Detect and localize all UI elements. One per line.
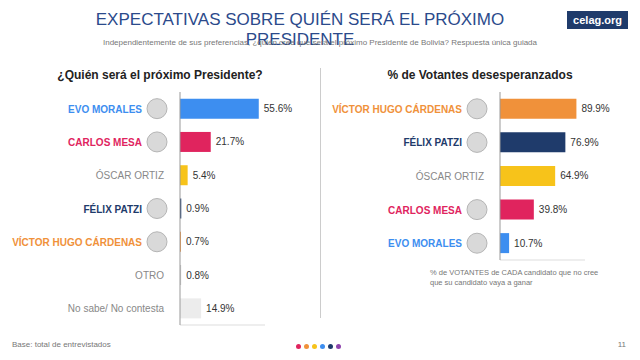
svg-text:76.9%: 76.9%: [570, 137, 598, 148]
svg-text:VÍCTOR HUGO CÁRDENAS: VÍCTOR HUGO CÁRDENAS: [332, 103, 462, 115]
svg-text:CARLOS MESA: CARLOS MESA: [388, 205, 462, 216]
svg-text:14.9%: 14.9%: [206, 303, 234, 314]
html-text:celag.org: celag.org: [573, 14, 622, 26]
svg-text:64.9%: 64.9%: [560, 170, 588, 181]
svg-text:No sabe/ No contesta: No sabe/ No contesta: [68, 303, 165, 314]
html-text:Base: total de entrevistados: Base: total de entrevistados: [12, 340, 111, 349]
svg-text:21.7%: 21.7%: [216, 136, 244, 147]
svg-text:OTRO: OTRO: [135, 270, 164, 281]
html-text:¿Quién será el próximo Preside: ¿Quién será el próximo Presidente?: [57, 68, 263, 82]
html-text:11: 11: [617, 340, 626, 349]
svg-text:FÉLIX PATZI: FÉLIX PATZI: [83, 203, 142, 215]
html-text:EXPECTATIVAS SOBRE QUIÉN SERÁ: EXPECTATIVAS SOBRE QUIÉN SERÁ EL PRÓXIMO…: [95, 10, 505, 49]
svg-text:0.9%: 0.9%: [186, 203, 209, 214]
svg-text:FÉLIX PATZI: FÉLIX PATZI: [403, 136, 462, 148]
svg-text:EVO MORALES: EVO MORALES: [68, 104, 142, 115]
svg-text:ÓSCAR ORTIZ: ÓSCAR ORTIZ: [416, 170, 484, 182]
svg-text:55.6%: 55.6%: [264, 103, 292, 114]
svg-text:0.8%: 0.8%: [186, 270, 209, 281]
svg-text:39.8%: 39.8%: [539, 204, 567, 215]
svg-text:10.7%: 10.7%: [514, 238, 542, 249]
html-text:Independientemente de sus pref: Independientemente de sus preferencias, …: [103, 38, 537, 47]
svg-text:ÓSCAR ORTIZ: ÓSCAR ORTIZ: [96, 169, 164, 181]
html-text:% de VOTANTES de CADA candidat: % de VOTANTES de CADA candidato que no c…: [430, 268, 599, 287]
svg-text:5.4%: 5.4%: [193, 170, 216, 181]
svg-text:VÍCTOR HUGO CÁRDENAS: VÍCTOR HUGO CÁRDENAS: [12, 236, 142, 248]
svg-text:CARLOS MESA: CARLOS MESA: [68, 137, 142, 148]
svg-text:89.9%: 89.9%: [581, 103, 609, 114]
svg-text:0.7%: 0.7%: [186, 236, 209, 247]
html-text:% de Votantes desesperanzados: % de Votantes desesperanzados: [387, 68, 573, 82]
svg-text:EVO MORALES: EVO MORALES: [388, 238, 462, 249]
